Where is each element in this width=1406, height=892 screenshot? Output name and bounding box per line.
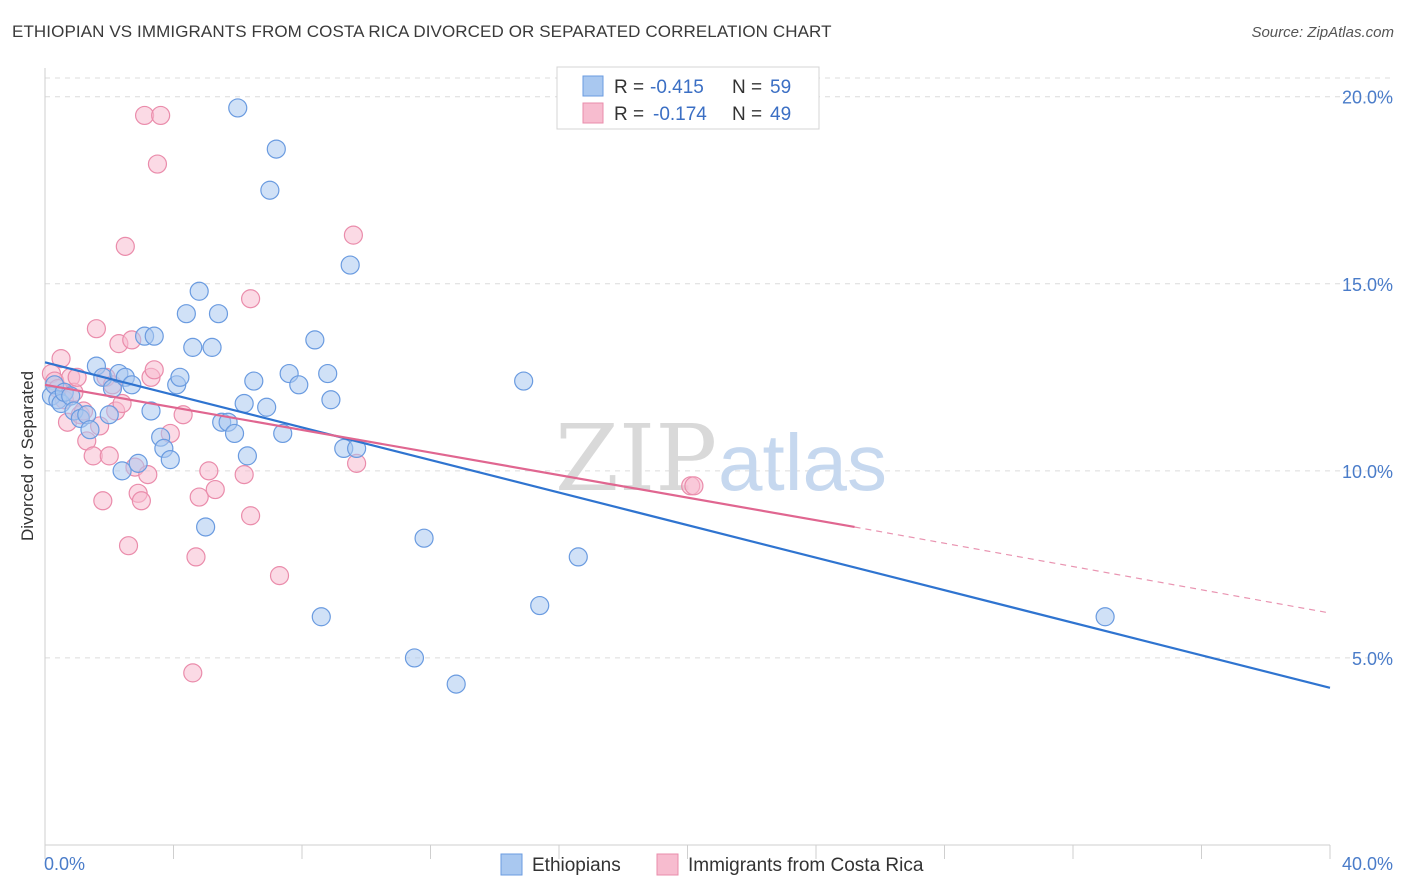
legend-swatch-costa-rica [582, 102, 604, 124]
costa-rica-point-28 [134, 105, 155, 126]
legend-r-value-1: -0.415 [650, 77, 704, 98]
costa-rica-point-38 [199, 461, 219, 481]
ethiopian-point-58 [568, 547, 588, 567]
series-costa-rica-points [41, 105, 704, 683]
legend-n-label-1: N = [732, 77, 762, 98]
ethiopian-point-40 [257, 397, 277, 417]
bottom-legend-costa-rica: Immigrants from Costa Rica [688, 855, 924, 876]
trend-line-costa-rica [44, 383, 855, 529]
ethiopian-point-21 [144, 326, 164, 346]
axes [44, 68, 1331, 859]
costa-rica-point-41 [234, 464, 254, 485]
ethiopian-point-30 [196, 517, 216, 537]
y-tick-label-2: 15.0% [1342, 275, 1393, 295]
y-tick-label-0: 5.0% [1352, 649, 1393, 669]
trend-lines [44, 361, 1331, 689]
costa-rica-point-40 [183, 663, 203, 683]
ethiopian-point-45 [289, 375, 309, 395]
ethiopian-point-31 [202, 337, 222, 357]
bottom-legend-swatch-costa-rica [656, 853, 679, 876]
costa-rica-point-27 [131, 491, 151, 511]
costa-rica-point-3 [51, 349, 71, 369]
trend-line-ethiopians [44, 361, 1331, 689]
bottom-legend-swatch-ethiopians [500, 853, 523, 876]
legend-r-label-1: R = [614, 77, 644, 98]
costa-rica-point-33 [151, 105, 171, 126]
costa-rica-point-44 [269, 566, 290, 586]
bottom-legend: Ethiopians Immigrants from Costa Rica [500, 853, 924, 876]
ethiopian-point-46 [305, 330, 325, 350]
ethiopian-point-59 [1095, 607, 1115, 627]
legend-r-value-2: -0.174 [653, 104, 707, 125]
ethiopian-point-41 [260, 180, 280, 200]
ethiopian-point-38 [237, 446, 257, 466]
costa-rica-point-17 [99, 446, 119, 466]
ethiopian-point-51 [340, 255, 360, 275]
ethiopian-point-39 [244, 371, 264, 391]
legend-box: R = -0.415 N = 59 R = -0.174 N = 49 [556, 66, 820, 130]
costa-rica-point-13 [86, 319, 107, 339]
ethiopian-point-32 [208, 304, 229, 324]
source-label: Source: ZipAtlas.com [1251, 24, 1394, 41]
costa-rica-point-42 [241, 289, 261, 309]
ethiopian-point-28 [183, 337, 203, 357]
costa-rica-point-31 [144, 360, 164, 380]
ethiopian-point-48 [311, 607, 331, 627]
ethiopian-point-57 [530, 595, 550, 616]
ethiopian-point-54 [414, 528, 434, 548]
ethiopian-point-35 [224, 423, 245, 444]
costa-rica-point-22 [115, 236, 135, 256]
watermark-zip: ZIP [555, 405, 717, 512]
ethiopian-point-42 [266, 139, 286, 159]
costa-rica-point-32 [147, 154, 168, 174]
ethiopian-point-24 [160, 450, 180, 470]
legend-n-value-2: 49 [770, 104, 791, 125]
ethiopian-point-55 [446, 674, 466, 694]
costa-rica-point-48 [684, 476, 704, 496]
ethiopian-point-18 [128, 453, 148, 473]
bottom-legend-ethiopians: Ethiopians [532, 855, 621, 876]
y-tick-label-3: 20.0% [1342, 88, 1393, 108]
x-tick-label-1: 40.0% [1342, 854, 1393, 874]
ethiopian-point-20 [141, 401, 161, 421]
costa-rica-point-23 [118, 536, 139, 556]
costa-rica-point-37 [189, 487, 209, 507]
ethiopian-point-26 [170, 367, 190, 387]
ethiopian-point-15 [112, 461, 132, 481]
y-tick-label-1: 10.0% [1342, 462, 1393, 482]
chart-title: ETHIOPIAN VS IMMIGRANTS FROM COSTA RICA … [12, 22, 832, 41]
legend-n-value-1: 59 [770, 77, 791, 98]
ethiopian-point-9 [80, 420, 100, 440]
costa-rica-point-43 [241, 506, 261, 526]
ethiopian-point-27 [176, 304, 196, 324]
ethiopian-point-29 [189, 281, 209, 301]
y-axis-label: Divorced or Separated [18, 371, 37, 541]
ethiopian-point-12 [99, 405, 119, 425]
costa-rica-point-45 [343, 225, 363, 245]
costa-rica-point-15 [93, 491, 113, 511]
ethiopian-point-37 [234, 393, 254, 414]
costa-rica-point-39 [205, 479, 225, 500]
x-tick-label-0: 0.0% [44, 854, 85, 874]
x-tick-labels: 0.0% 40.0% [44, 854, 1393, 874]
y-tick-labels: 5.0% 10.0% 15.0% 20.0% [1342, 88, 1393, 669]
watermark-atlas: atlas [718, 418, 887, 507]
trend-line-costa-rica-extension [854, 526, 1331, 614]
gridlines [45, 77, 1395, 659]
costa-rica-point-36 [186, 547, 206, 567]
ethiopian-point-53 [404, 648, 425, 668]
ethiopian-point-49 [321, 390, 341, 410]
legend-swatch-ethiopians [582, 75, 604, 97]
ethiopian-point-56 [514, 371, 534, 391]
costa-rica-point-12 [83, 446, 103, 466]
ethiopian-point-36 [228, 98, 248, 118]
series-ethiopians-points [41, 98, 1115, 694]
costa-rica-point-8 [67, 367, 87, 387]
ethiopian-point-43 [273, 423, 293, 444]
legend-r-label-2: R = [614, 104, 644, 125]
watermark: ZIP atlas [555, 405, 887, 512]
legend-n-label-2: N = [732, 104, 762, 125]
ethiopian-point-47 [318, 363, 338, 384]
